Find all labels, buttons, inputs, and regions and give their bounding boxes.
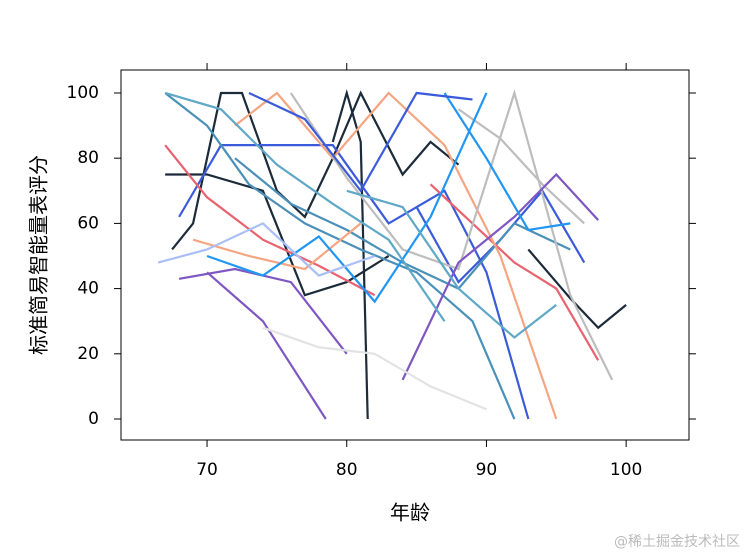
- series-line: [457, 108, 585, 225]
- y-tick-label: 0: [88, 409, 99, 429]
- series-line: [157, 222, 376, 277]
- series-line: [527, 248, 627, 330]
- series-line: [192, 222, 362, 271]
- series-line: [346, 189, 557, 339]
- x-tick-label: 90: [476, 460, 498, 480]
- y-tick-label: 60: [77, 213, 99, 233]
- series-line: [171, 90, 460, 251]
- series-line: [164, 91, 446, 322]
- series-line: [429, 183, 600, 361]
- series-line: [443, 92, 571, 232]
- y-tick-label: 80: [77, 148, 99, 168]
- series-line: [206, 271, 327, 420]
- y-tick-label: 20: [77, 344, 99, 364]
- series-line: [248, 91, 473, 193]
- series-line: [234, 91, 558, 420]
- x-tick-label: 70: [196, 460, 218, 480]
- x-tick-label: 80: [336, 460, 358, 480]
- y-axis-label: 标准简易智能量表评分: [27, 155, 51, 355]
- series-line: [415, 188, 586, 284]
- x-axis-label: 年龄: [390, 501, 430, 525]
- plot-frame: [120, 69, 690, 441]
- series-line: [206, 92, 488, 304]
- x-tick-label: 100: [610, 460, 642, 480]
- y-tick-label: 100: [67, 83, 99, 103]
- y-tick-label: 40: [77, 279, 99, 299]
- series-line: [164, 92, 516, 420]
- series-line: [178, 144, 530, 420]
- lines: [157, 88, 627, 420]
- series-line: [234, 157, 571, 290]
- series-line: [331, 88, 369, 420]
- series-line: [178, 267, 348, 355]
- watermark: @稀土掘金技术社区: [614, 534, 740, 550]
- series-line: [262, 326, 487, 411]
- series-line: [401, 172, 600, 381]
- series-line: [164, 144, 376, 297]
- series-line: [289, 89, 614, 381]
